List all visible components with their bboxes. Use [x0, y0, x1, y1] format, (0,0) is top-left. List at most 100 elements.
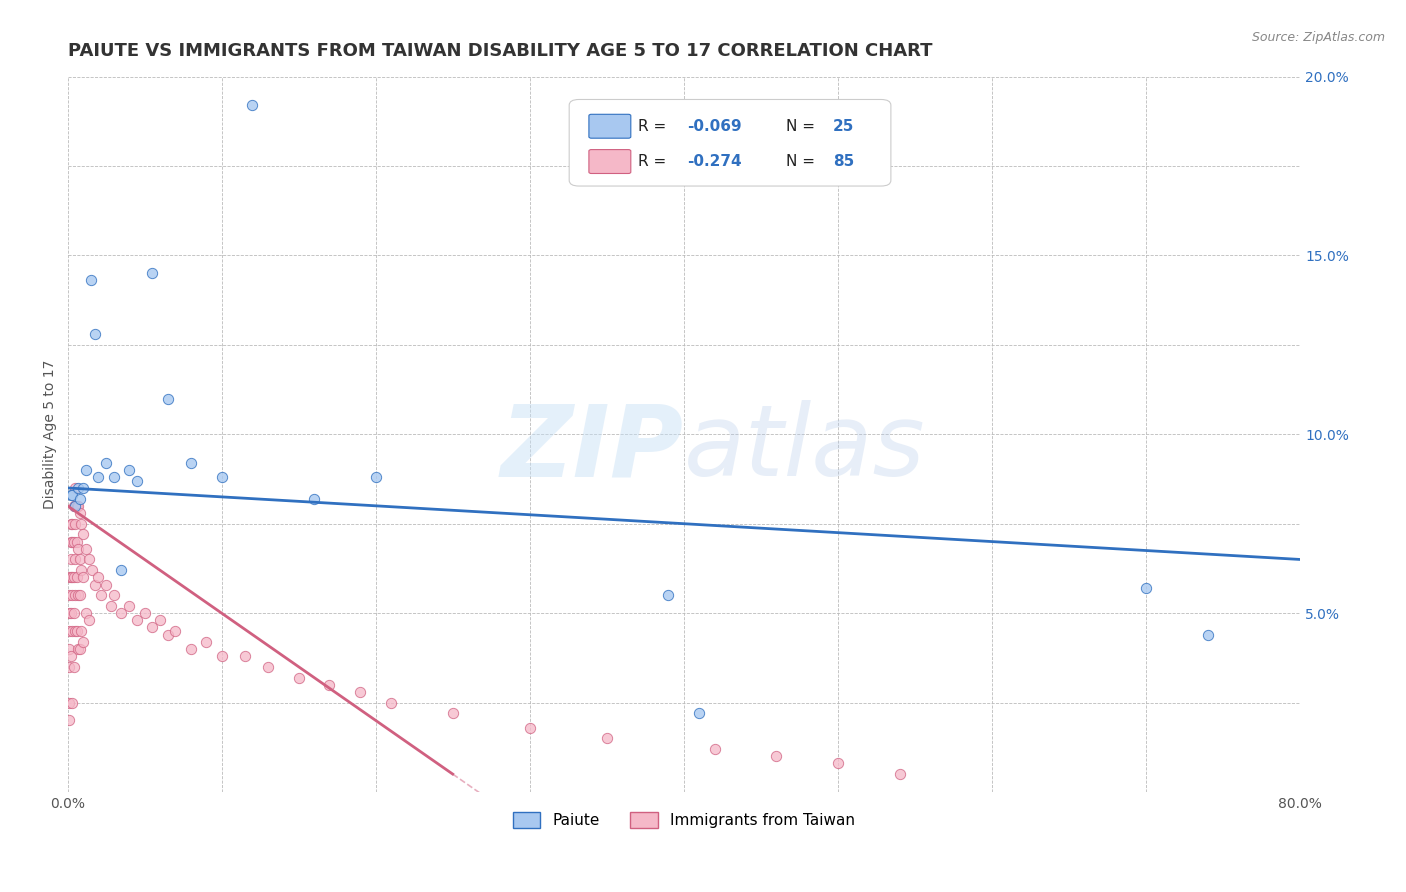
- Point: [62, 570, 84, 584]
- Point: [287, 671, 309, 685]
- Point: [75, 606, 97, 620]
- Point: [59, 516, 82, 531]
- Text: Source: ZipAtlas.com: Source: ZipAtlas.com: [1251, 31, 1385, 45]
- Point: [118, 463, 141, 477]
- Point: [765, 749, 787, 764]
- Text: PAIUTE VS IMMIGRANTS FROM TAIWAN DISABILITY AGE 5 TO 17 CORRELATION CHART: PAIUTE VS IMMIGRANTS FROM TAIWAN DISABIL…: [67, 42, 932, 60]
- Point: [67, 541, 90, 556]
- Point: [318, 678, 340, 692]
- Point: [211, 470, 233, 484]
- Point: [59, 570, 82, 584]
- Point: [65, 499, 87, 513]
- Point: [256, 660, 278, 674]
- Point: [58, 696, 80, 710]
- Legend: Paiute, Immigrants from Taiwan: Paiute, Immigrants from Taiwan: [506, 806, 860, 834]
- Text: -0.274: -0.274: [688, 154, 742, 169]
- Point: [65, 499, 87, 513]
- Y-axis label: Disability Age 5 to 17: Disability Age 5 to 17: [44, 359, 58, 509]
- Point: [688, 706, 710, 721]
- Point: [84, 577, 107, 591]
- Point: [58, 570, 80, 584]
- Point: [69, 552, 91, 566]
- Point: [1135, 581, 1157, 595]
- Point: [69, 491, 91, 506]
- Point: [110, 606, 132, 620]
- Point: [165, 624, 187, 638]
- Point: [103, 470, 125, 484]
- Point: [66, 534, 89, 549]
- Point: [65, 481, 87, 495]
- Point: [77, 613, 100, 627]
- Point: [65, 624, 87, 638]
- Text: R =: R =: [638, 119, 671, 134]
- Point: [889, 767, 911, 781]
- Point: [703, 742, 725, 756]
- Point: [87, 470, 110, 484]
- Point: [125, 613, 148, 627]
- Point: [125, 474, 148, 488]
- Point: [141, 266, 163, 280]
- FancyBboxPatch shape: [589, 114, 631, 138]
- Point: [60, 516, 83, 531]
- Point: [62, 534, 84, 549]
- Point: [103, 588, 125, 602]
- Point: [60, 570, 83, 584]
- Point: [94, 456, 117, 470]
- Point: [87, 570, 110, 584]
- Point: [65, 516, 87, 531]
- Point: [380, 696, 402, 710]
- Point: [118, 599, 141, 613]
- Point: [70, 563, 93, 577]
- Point: [134, 606, 156, 620]
- Text: N =: N =: [786, 154, 820, 169]
- Point: [180, 641, 202, 656]
- Point: [66, 624, 89, 638]
- Point: [90, 588, 112, 602]
- Point: [195, 634, 218, 648]
- Text: ZIP: ZIP: [501, 401, 683, 497]
- Point: [1197, 627, 1219, 641]
- Point: [156, 392, 179, 406]
- Point: [84, 327, 107, 342]
- Point: [58, 588, 80, 602]
- Point: [82, 563, 104, 577]
- Point: [100, 599, 122, 613]
- Point: [67, 499, 90, 513]
- Point: [180, 456, 202, 470]
- Point: [75, 463, 97, 477]
- Point: [60, 624, 83, 638]
- Point: [149, 613, 172, 627]
- Point: [65, 552, 87, 566]
- Point: [60, 488, 83, 502]
- Point: [67, 481, 90, 495]
- Point: [59, 606, 82, 620]
- Point: [58, 714, 80, 728]
- FancyBboxPatch shape: [589, 150, 631, 173]
- Point: [79, 273, 101, 287]
- Point: [59, 534, 82, 549]
- Point: [67, 588, 90, 602]
- Point: [60, 534, 83, 549]
- Point: [72, 527, 94, 541]
- Point: [441, 706, 464, 721]
- Text: N =: N =: [786, 119, 820, 134]
- Point: [58, 624, 80, 638]
- Point: [60, 696, 83, 710]
- Point: [657, 588, 679, 602]
- Point: [62, 660, 84, 674]
- Point: [65, 588, 87, 602]
- Point: [72, 481, 94, 495]
- Point: [66, 499, 89, 513]
- Point: [58, 660, 80, 674]
- Point: [519, 721, 541, 735]
- Point: [70, 516, 93, 531]
- Point: [242, 98, 264, 112]
- Point: [349, 685, 371, 699]
- Point: [72, 570, 94, 584]
- FancyBboxPatch shape: [569, 100, 891, 186]
- Text: -0.069: -0.069: [688, 119, 742, 134]
- Point: [69, 641, 91, 656]
- Point: [156, 627, 179, 641]
- Point: [66, 570, 89, 584]
- Point: [110, 563, 132, 577]
